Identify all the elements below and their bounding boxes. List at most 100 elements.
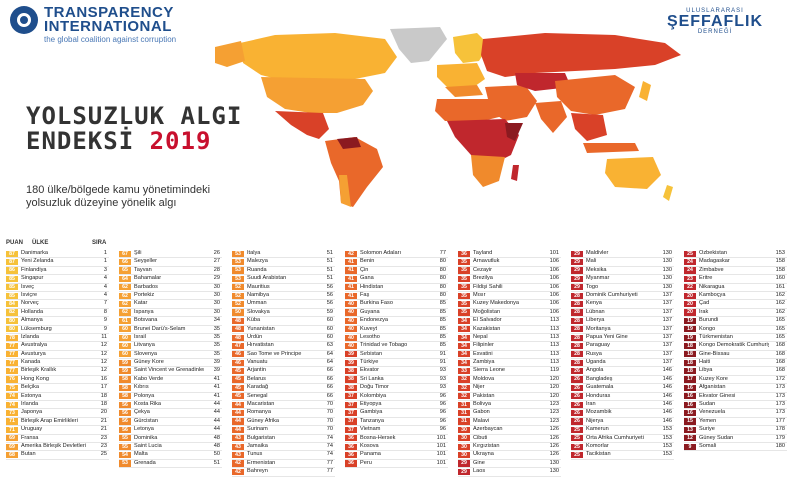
score-cell: 62 [119,309,131,316]
rank-cell: 66 [326,375,333,382]
score-cell: 19 [684,317,696,324]
rank-cell: 16 [100,375,107,382]
table-row: 18 Kongo Demokratik Cumhuriyeti 168 [684,342,787,351]
score-cell: 69 [6,435,18,442]
rank-cell: 80 [439,266,446,273]
table-row: 41 Gana 80 [345,275,448,284]
rank-cell: 101 [436,459,446,466]
country-cell: Rusya [586,350,602,357]
country-cell: Tanzanya [360,417,384,424]
country-cell: Fransa [21,434,39,441]
country-cell: Komorlar [586,442,609,449]
country-cell: Moritanya [586,325,611,332]
title-line2-text: ENDEKSİ [26,127,135,155]
score-cell: 37 [345,393,357,400]
country-cell: Madagaskar [699,258,730,265]
rank-cell: 165 [775,317,785,324]
score-cell: 28 [571,351,583,358]
score-cell: 77 [6,359,18,366]
score-cell: 30 [458,451,470,459]
score-cell: 30 [458,443,470,450]
score-cell: 58 [119,384,131,392]
table-row: 38 Doğu Timor 93 [345,384,448,393]
table-column: 87 Danimarka 1 87 Yeni Zelanda 1 86 Finlandiya 3… [6,250,109,460]
country-cell: İspanya [134,308,154,315]
rank-cell: 3 [103,266,107,273]
rank-cell: 12 [100,350,107,357]
country-cell: Doğu Timor [360,384,389,391]
map-japan [639,81,651,101]
score-cell: 24 [684,267,696,274]
country-cell: Saint Vincent ve Grenadinler [134,367,204,374]
country-cell: Avusturya [21,350,46,357]
table-row: 26 Bangladeş 146 [571,376,674,385]
country-cell: Kanada [21,359,41,366]
country-cell: Kırgızistan [473,442,500,449]
rank-cell: 44 [213,401,220,408]
table-row: 85 İsviçre 4 [6,292,109,301]
score-cell: 56 [119,418,131,425]
country-cell: Hollanda [21,308,44,315]
table-row: 25 Komorlar 153 [571,442,674,452]
country-cell: Lübnan [586,308,605,315]
country-cell: Gana [360,275,374,282]
rank-cell: 18 [100,392,107,399]
map-greenland [390,27,447,63]
score-cell: 53 [119,460,131,467]
score-cell: 74 [6,393,18,400]
score-cell: 26 [571,368,583,375]
table-row: 73 Japonya 20 [6,409,109,418]
rank-cell: 23 [100,434,107,441]
country-cell: Endonezya [360,317,388,324]
table-row: 29 Togo 130 [571,284,674,292]
score-cell: 38 [345,384,357,392]
country-cell: Libya [699,367,713,374]
country-cell: Tacikistan [586,451,611,458]
country-cell: Laos [473,468,486,475]
table-row: 60 Litvanya 35 [119,342,222,351]
rank-cell: 51 [326,250,333,256]
score-cell: 26 [571,418,583,425]
country-cell: Moğolistan [473,308,501,315]
score-cell: 12 [684,435,696,442]
table-row: 60 Slovenya 35 [119,351,222,360]
rank-cell: 35 [213,342,220,349]
rank-cell: 51 [213,459,220,466]
country-cell: İsveç [21,283,35,290]
table-row: 76 Hong Kong 16 [6,375,109,385]
table-row: 34 Filipinler 113 [458,342,561,351]
score-cell: 50 [232,309,244,316]
country-cell: Macaristan [247,401,275,408]
rank-cell: 96 [439,417,446,424]
score-cell: 26 [571,376,583,383]
table-row: 42 Ermenistan 77 [232,460,335,469]
rank-cell: 162 [775,300,785,307]
rank-cell: 56 [326,291,333,298]
score-cell: 71 [6,426,18,433]
table-row: 33 Sierra Leone 119 [458,367,561,376]
score-cell: 40 [345,300,357,308]
country-cell: Ekvator [360,367,379,374]
country-cell: İrlanda [21,401,39,408]
table-row: 54 Malta 50 [119,451,222,460]
table-row: 52 Namibya 56 [232,291,335,301]
table-row: 87 Danimarka 1 [6,250,109,259]
score-cell: 55 [119,443,131,450]
map-europe-north [453,33,489,63]
score-cell: 58 [119,393,131,400]
table-row: 77 Avustralya 12 [6,342,109,351]
table-row: 44 Güney Afrika 70 [232,418,335,427]
country-cell: Cibuti [473,434,488,441]
rank-cell: 80 [439,283,446,290]
rank-cell: 153 [662,451,672,458]
rank-cell: 80 [439,275,446,282]
table-row: 55 Saint Lucia 48 [119,443,222,452]
rank-cell: 35 [213,325,220,332]
country-cell: Mali [586,258,597,265]
table-row: 31 Malavi 123 [458,418,561,427]
rank-cell: 1 [103,250,107,256]
table-row: 55 Dominika 48 [119,435,222,443]
rank-cell: 146 [662,417,672,424]
country-cell: İtalya [247,250,261,256]
rank-cell: 21 [100,417,107,424]
